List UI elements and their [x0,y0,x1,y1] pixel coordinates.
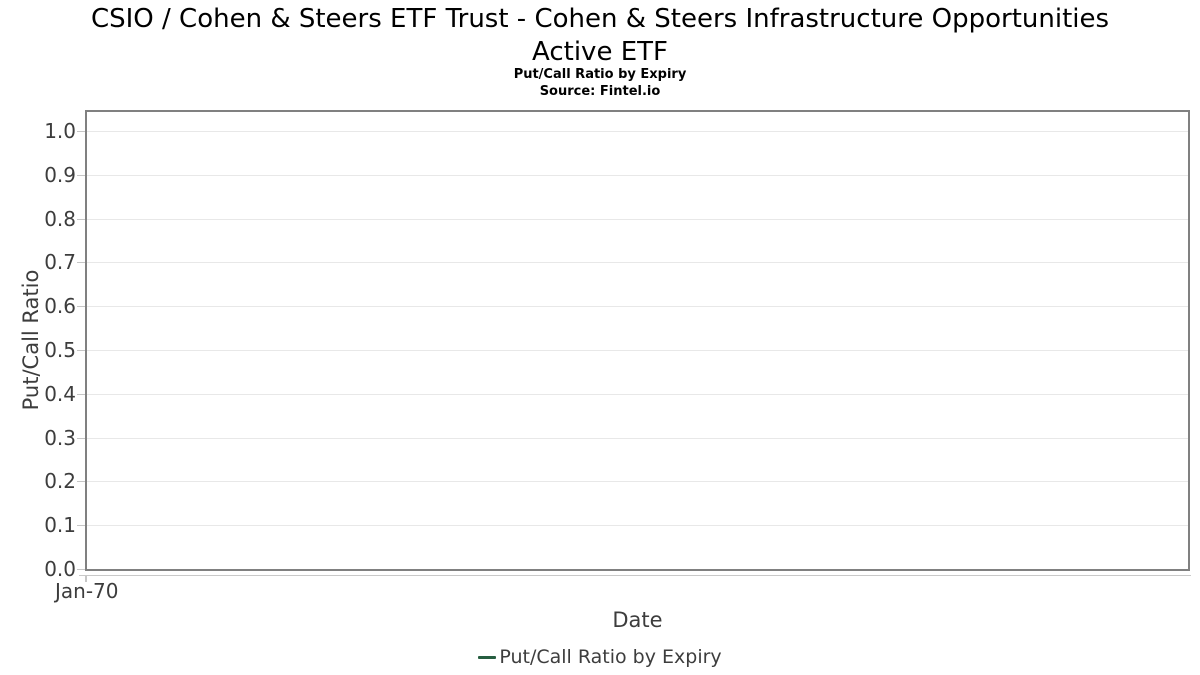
x-tick-label: Jan-70 [55,579,119,603]
y-tick-mark [77,393,85,395]
y-tick-mark [77,481,85,483]
legend: Put/Call Ratio by Expiry [0,646,1200,668]
chart-title-line1: CSIO / Cohen & Steers ETF Trust - Cohen … [90,4,1110,34]
y-gridline [87,481,1188,483]
y-tick-label: 0.1 [44,513,76,538]
y-gridline [87,437,1188,439]
y-tick-mark [77,350,85,351]
y-gridline [87,218,1188,220]
x-axis-title: Date [612,608,663,632]
y-gridline [87,525,1188,527]
y-tick-label: 0.2 [44,469,76,494]
y-tick-label: 0.7 [44,250,76,275]
x-axis-line [79,575,1191,576]
plot-area [85,110,1190,571]
chart-subtitle: Put/Call Ratio by Expiry [513,67,687,82]
y-tick-label: 0.3 [44,425,76,450]
chart-title-line2: Active ETF [532,37,668,67]
legend-label: Put/Call Ratio by Expiry [499,646,722,668]
y-tick-label: 0.9 [44,162,76,187]
legend-line-marker-icon [478,655,497,659]
y-gridline [87,262,1188,264]
y-tick-mark [77,525,85,527]
y-gridline [87,393,1188,395]
y-tick-label: 1.0 [44,119,76,143]
y-tick-mark [77,218,85,220]
y-axis-tick-labels: 1.0 0.9 0.8 0.7 0.6 0.5 0.4 0.3 0.2 0.1 0.0 [0,0,76,675]
y-gridline [87,131,1188,132]
x-tick-mark [85,576,87,582]
y-axis-title: Put/Call Ratio [19,269,43,411]
y-tick-mark [77,262,85,264]
y-tick-mark [77,174,85,176]
chart-source: Source: Fintel.io [539,84,661,99]
y-tick-label: 0.4 [44,381,76,406]
y-tick-label: 0.0 [44,557,76,581]
y-tick-label: 0.6 [44,294,76,319]
y-tick-mark [77,306,85,308]
y-tick-mark [77,437,85,439]
chart-title: CSIO / Cohen & Steers ETF Trust - Cohen … [0,3,1200,69]
y-tick-label: 0.8 [44,206,76,231]
y-gridline [87,350,1188,351]
y-gridline [87,306,1188,308]
y-tick-mark [77,131,85,132]
y-tick-label: 0.5 [44,338,76,362]
y-gridline [87,174,1188,176]
y-tick-mark [77,569,85,570]
